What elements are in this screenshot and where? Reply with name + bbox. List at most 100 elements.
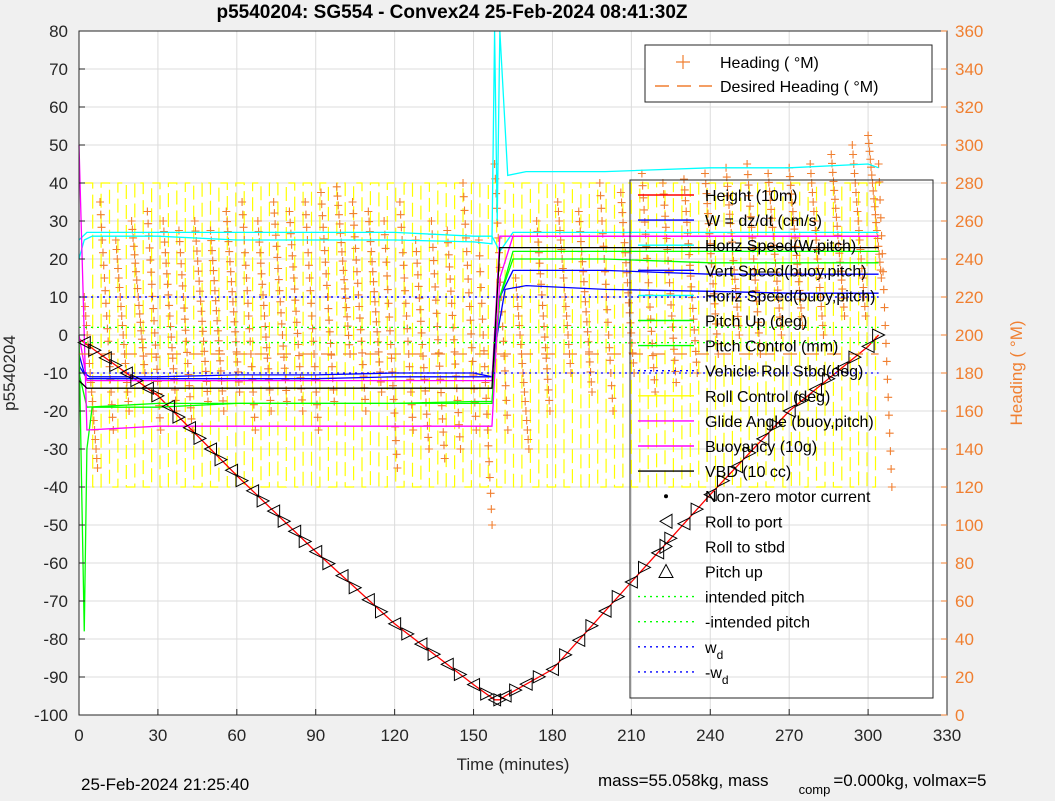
roll-port-marker [545, 662, 559, 677]
roll-port-marker [466, 677, 481, 692]
legend-main-label: Horiz Speed(buoy,pitch) [705, 288, 875, 305]
heading-point [361, 407, 370, 415]
heading-point [292, 318, 301, 327]
heading-point [233, 357, 242, 366]
roll-stbd-marker [716, 473, 731, 488]
heading-point [872, 218, 881, 227]
y-right-tick-label: 20 [955, 668, 974, 687]
legend-main-label: wd [704, 640, 723, 662]
heading-point [884, 393, 893, 402]
heading-point [829, 177, 838, 186]
heading-point [277, 319, 286, 328]
heading-point [579, 277, 588, 286]
heading-point [446, 275, 455, 284]
heading-point [369, 277, 378, 286]
heading-point [140, 369, 149, 377]
heading-point [366, 237, 375, 246]
roll-stbd-marker [130, 373, 144, 388]
legend-main-label: Roll to stbd [705, 539, 785, 556]
heading-point [502, 396, 511, 405]
heading-point [488, 521, 497, 529]
legend-main-label: W = dz/dt (cm/s) [705, 213, 822, 230]
heading-point [537, 280, 546, 289]
roll-port-marker [308, 544, 323, 559]
heading-point [492, 189, 501, 198]
heading-point [213, 326, 222, 335]
heading-point [88, 397, 97, 406]
heading-point [169, 364, 178, 373]
roll-stbd-marker [690, 502, 705, 516]
heading-point [286, 218, 295, 227]
y-tick-label: 50 [49, 136, 68, 155]
heading-point [767, 214, 776, 223]
heading-point [101, 299, 110, 308]
heading-point [521, 397, 530, 406]
heading-point [579, 267, 588, 276]
heading-point [808, 188, 817, 197]
heading-point [239, 223, 248, 232]
legend-main-item: W = dz/dt (cm/s) [638, 213, 822, 230]
heading-point [561, 302, 570, 311]
heading-point [562, 312, 571, 320]
heading-point [338, 257, 347, 266]
footer-mass-b: =0.000kg, volmax=5 [833, 771, 986, 790]
heading-point [498, 322, 507, 331]
legend-heading-plus-swatch [676, 55, 690, 69]
heading-point [219, 407, 228, 415]
roll-port-marker [245, 483, 260, 498]
heading-point [545, 407, 554, 415]
heading-point [687, 282, 696, 291]
heading-point [479, 331, 488, 339]
heading-point [358, 348, 367, 357]
heading-point [343, 322, 352, 331]
heading-point [857, 255, 866, 263]
heading-point [837, 276, 846, 285]
heading-point [541, 343, 550, 352]
roll-port-marker [334, 568, 349, 583]
roll-port-marker [77, 335, 91, 350]
heading-point [575, 217, 584, 226]
heading-point [644, 278, 653, 287]
heading-point [865, 147, 874, 156]
heading-point [328, 362, 337, 371]
heading-point [225, 257, 234, 266]
y-right-tick-label: 300 [955, 136, 983, 155]
legend-main-label: Pitch Up (deg) [705, 314, 807, 331]
heading-point [564, 331, 573, 339]
legend-main-item: wd [638, 640, 723, 662]
heading-point [91, 435, 100, 444]
heading-point [310, 362, 319, 371]
heading-point [582, 317, 591, 326]
heading-point [230, 317, 239, 326]
heading-point [839, 303, 848, 312]
heading-point [471, 412, 480, 421]
heading-point [621, 248, 630, 257]
heading-point [596, 191, 605, 200]
heading-point [797, 312, 806, 321]
heading-point [849, 150, 858, 159]
y-right-tick-label: 80 [955, 554, 974, 573]
legend-swatch-tri-up [658, 563, 674, 578]
heading-point [751, 286, 760, 295]
heading-point [116, 302, 125, 311]
legend-main-label-text: w [704, 640, 717, 657]
heading-point [543, 375, 552, 384]
heading-point [789, 216, 798, 225]
y-axis-label: p5540204 [0, 335, 19, 411]
x-tick-label: 60 [227, 726, 246, 745]
roll-stbd-marker [401, 627, 415, 641]
heading-point [402, 312, 411, 320]
y-tick-label: -100 [34, 706, 68, 725]
heading-point [490, 160, 499, 168]
heading-point [318, 211, 327, 220]
roll-port-marker [624, 575, 638, 589]
heading-point [321, 258, 330, 267]
heading-point [608, 394, 617, 403]
legend-swatch-tri-right [659, 538, 673, 555]
heading-point [98, 236, 107, 244]
heading-point [430, 269, 439, 278]
heading-point [140, 360, 149, 369]
heading-point [227, 277, 236, 286]
heading-point [564, 340, 573, 349]
heading-point [274, 275, 283, 284]
